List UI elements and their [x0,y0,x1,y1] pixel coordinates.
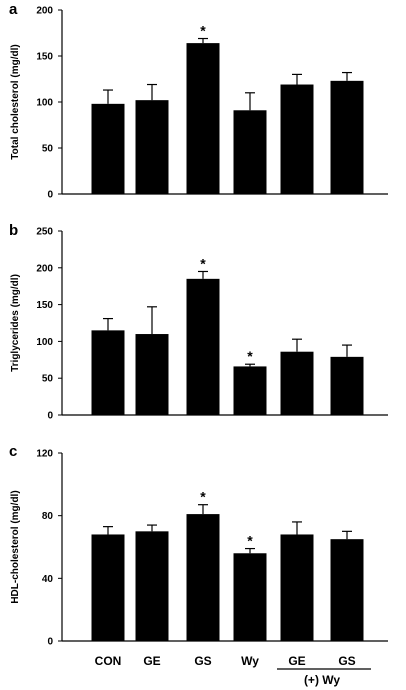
significance-star: * [200,489,206,505]
y-tick-label: 50 [42,144,54,155]
y-tick-label: 150 [36,300,53,311]
bar [135,334,169,415]
panel-letter: a [9,1,18,18]
y-tick-label: 40 [42,574,54,585]
x-tick-label: GE [288,654,305,668]
bar [330,356,364,415]
x-tick-label: Wy [241,654,259,668]
y-tick-label: 0 [47,637,53,648]
panel-letter: c [9,443,17,460]
significance-star: * [247,533,253,549]
bar [91,103,125,194]
bar [233,110,267,194]
y-tick-label: 50 [42,374,54,385]
panel-c-chart: c 0 40 80 120 HDL-cholesterol (mg/dl) * * [9,443,388,648]
bar [330,80,364,194]
bar [280,351,314,415]
y-tick-label: 120 [36,449,53,460]
panel-a-chart: a 0 50 100 150 200 Total cholesterol (mg/dl) * [9,1,388,201]
y-tick-label: 100 [36,98,53,109]
y-tick-label: 0 [47,190,53,201]
y-axis-title: Triglycerides (mg/dl) [10,274,21,372]
panel-b-chart: b 0 50 100 150 200 250 Triglycerides (mg/dl) * * [9,222,388,422]
significance-star: * [247,348,253,364]
y-tick-label: 200 [36,263,53,274]
y-tick-label: 100 [36,337,53,348]
bar [233,553,267,641]
y-tick-label: 80 [42,511,54,522]
bar [186,43,220,195]
significance-star: * [200,23,206,39]
bar [135,531,169,641]
y-axis-title: HDL-cholesterol (mg/dl) [10,490,21,603]
bar [186,278,220,415]
y-tick-label: 250 [36,227,53,238]
bar [186,514,220,641]
y-tick-label: 150 [36,52,53,63]
bar [280,84,314,194]
bar [280,534,314,641]
panel-letter: b [9,222,18,239]
bar [135,100,169,194]
bar [91,330,125,415]
bar [330,539,364,641]
x-axis-category-labels: CON GE GS Wy GE GS (+) Wy [95,654,371,687]
x-tick-label: GE [143,654,160,668]
x-tick-label: GS [338,654,355,668]
x-tick-label: CON [95,654,122,668]
y-axis-title: Total cholesterol (mg/dl) [10,44,21,159]
bar [233,366,267,415]
y-tick-label: 0 [47,411,53,422]
significance-star: * [200,255,206,271]
x-tick-label: GS [194,654,211,668]
y-tick-label: 200 [36,6,53,17]
group-label: (+) Wy [304,673,340,687]
bar [91,534,125,641]
